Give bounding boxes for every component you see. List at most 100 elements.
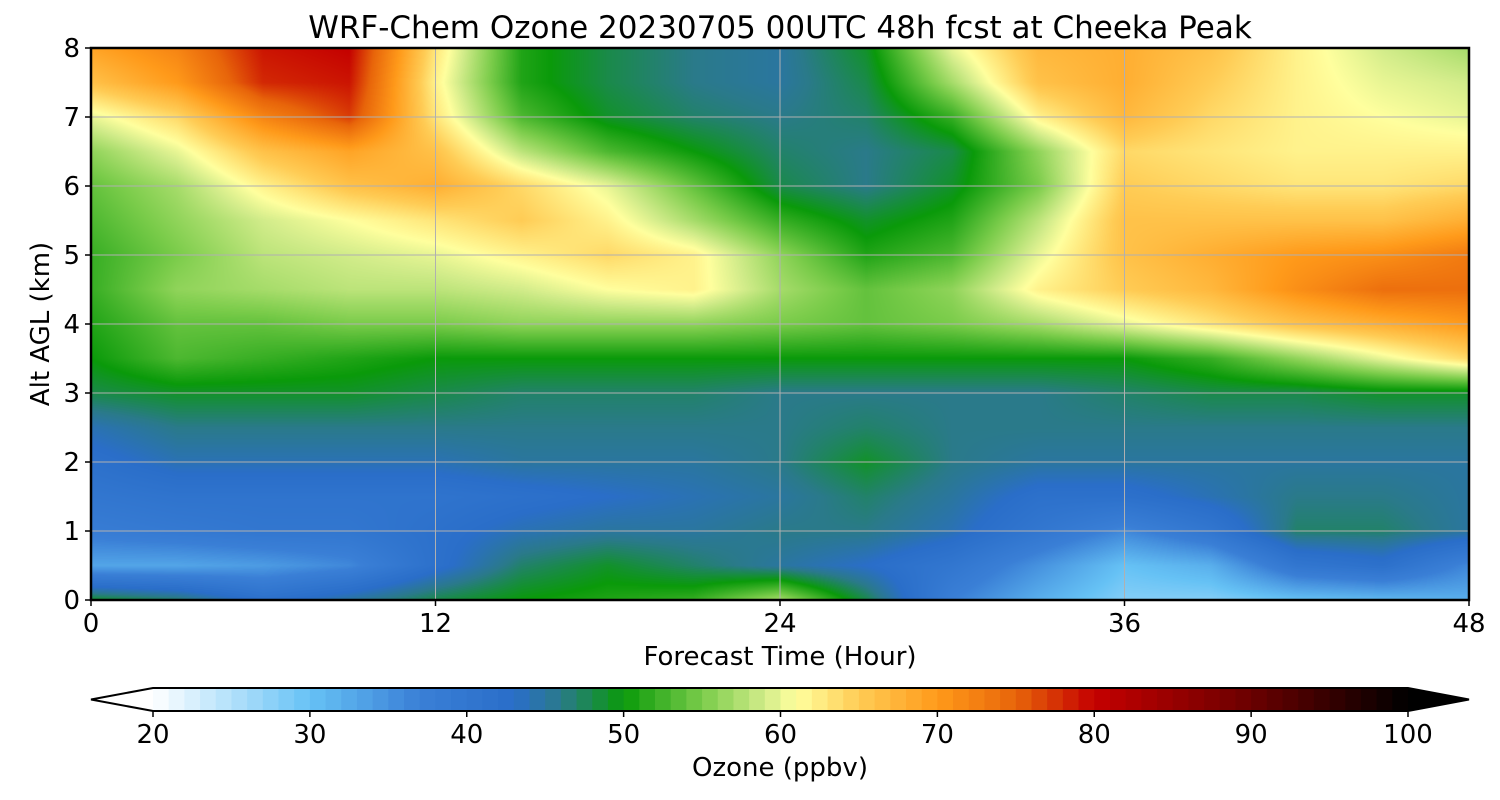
colorbar-segment: [1078, 688, 1095, 711]
colorbar-segment: [874, 688, 891, 711]
colorbar-segment: [1360, 688, 1378, 711]
colorbar-segment: [294, 688, 311, 711]
colorbar-segment: [482, 688, 499, 711]
x-tick-label: 24: [763, 609, 796, 639]
y-axis: 0 1 2 3 4 5 6 7 8: [63, 34, 91, 616]
x-tick-label: 48: [1452, 609, 1485, 639]
colorbar-segment: [168, 688, 185, 711]
x-tick-label: 36: [1108, 609, 1141, 639]
colorbar-segment: [623, 688, 640, 711]
colorbar-segment: [937, 688, 954, 711]
colorbar-segment: [1235, 688, 1252, 711]
colorbar-tick-label: 40: [450, 720, 483, 750]
colorbar-segment: [655, 688, 672, 711]
colorbar-segment: [811, 688, 829, 711]
colorbar-segment: [498, 688, 515, 711]
colorbar-segment: [1345, 688, 1362, 711]
colorbar-segment: [1109, 688, 1127, 711]
colorbar-segment: [325, 688, 342, 711]
colorbar-segment: [1204, 688, 1221, 711]
colorbar-segment: [1298, 688, 1315, 711]
x-axis-label: Forecast Time (Hour): [643, 642, 916, 672]
y-axis-label: Alt AGL (km): [26, 242, 56, 406]
chart-title: WRF-Chem Ozone 20230705 00UTC 48h fcst a…: [308, 10, 1252, 46]
colorbar-segment: [1031, 688, 1048, 711]
colorbar-segment: [1376, 688, 1393, 711]
y-tick-label: 1: [63, 517, 80, 547]
colorbar-segment: [984, 688, 1001, 711]
colorbar-segment: [545, 688, 562, 711]
colorbar-tick-label: 50: [607, 720, 640, 750]
x-tick-label: 0: [83, 609, 100, 639]
colorbar-segment: [764, 688, 782, 711]
grid-lines: [91, 48, 1469, 600]
colorbar-segment: [576, 688, 593, 711]
colorbar-segment: [796, 688, 813, 711]
colorbar-segment: [388, 688, 405, 711]
colorbar-segment: [1329, 688, 1346, 711]
colorbar-segment: [592, 688, 609, 711]
plot-area: [89, 46, 1471, 602]
colorbar-extend-high: [1408, 688, 1469, 711]
colorbar-segment: [1392, 688, 1409, 711]
colorbar-segment: [278, 688, 295, 711]
colorbar-segment: [1219, 688, 1237, 711]
colorbar-segment: [670, 688, 687, 711]
colorbar-segment: [686, 688, 703, 711]
colorbar-segment: [639, 688, 656, 711]
colorbar-tick-label: 30: [293, 720, 326, 750]
colorbar-extend-low: [91, 688, 153, 711]
colorbar-segment: [953, 688, 970, 711]
colorbar-segment: [843, 688, 860, 711]
colorbar-segment: [1062, 688, 1080, 711]
y-tick-label: 6: [63, 172, 80, 202]
colorbar-segment: [1266, 688, 1284, 711]
colorbar-segment: [404, 688, 421, 711]
colorbar-segment: [1313, 688, 1331, 711]
colorbar: 20 30 40 50 60 70 80 90 100: [90, 687, 1470, 750]
colorbar-segment: [1125, 688, 1142, 711]
colorbar-segment: [466, 688, 484, 711]
colorbar-segment: [827, 688, 844, 711]
colorbar-segment: [247, 688, 264, 711]
colorbar-segment: [262, 688, 280, 711]
colorbar-tick-label: 70: [921, 720, 954, 750]
colorbar-segment: [419, 688, 436, 711]
y-tick-label: 2: [63, 448, 80, 478]
y-tick-label: 8: [63, 34, 80, 64]
colorbar-segment: [372, 688, 389, 711]
colorbar-segment: [231, 688, 248, 711]
x-axis: 0 12 24 36 48: [83, 600, 1486, 639]
y-tick-label: 5: [63, 241, 80, 271]
y-tick-label: 3: [63, 379, 80, 409]
colorbar-segment: [702, 688, 719, 711]
colorbar-segment: [153, 688, 170, 711]
colorbar-segment: [607, 688, 625, 711]
colorbar-segment: [968, 688, 986, 711]
colorbar-segment: [1000, 688, 1017, 711]
colorbar-segment: [749, 688, 766, 711]
colorbar-segment: [435, 688, 452, 711]
colorbar-tick-label: 90: [1235, 720, 1268, 750]
colorbar-segment: [780, 688, 797, 711]
colorbar-tick-label: 20: [136, 720, 169, 750]
colorbar-segment: [341, 688, 358, 711]
colorbar-segment: [1251, 688, 1268, 711]
colorbar-segment: [184, 688, 201, 711]
colorbar-segment: [1172, 688, 1189, 711]
colorbar-tick-label: 60: [764, 720, 797, 750]
colorbar-segment: [733, 688, 750, 711]
colorbar-segment: [200, 688, 217, 711]
colorbar-segment: [1157, 688, 1174, 711]
colorbar-segment: [215, 688, 233, 711]
colorbar-segment: [1094, 688, 1111, 711]
colorbar-segment: [1282, 688, 1299, 711]
x-tick-label: 12: [419, 609, 452, 639]
colorbar-segment: [858, 688, 876, 711]
colorbar-segment: [1188, 688, 1205, 711]
colorbar-tick-label: 100: [1383, 720, 1433, 750]
colorbar-segment: [1141, 688, 1158, 711]
colorbar-segment: [451, 688, 468, 711]
colorbar-segment: [890, 688, 907, 711]
